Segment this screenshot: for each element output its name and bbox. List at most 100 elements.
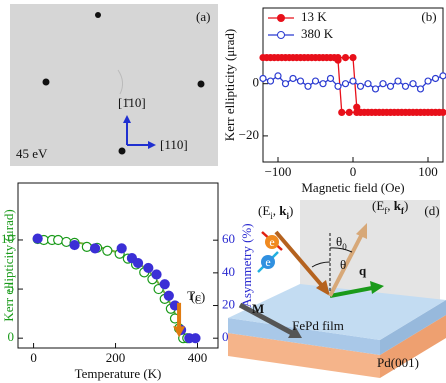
x-tick-label: 400 — [188, 350, 208, 365]
data-point — [371, 85, 380, 93]
data-point — [319, 80, 327, 88]
substrate-side — [380, 315, 446, 378]
data-point — [364, 80, 372, 88]
diagram-label: θ0 — [336, 234, 347, 252]
data-point — [270, 53, 278, 62]
leed-spot — [95, 12, 101, 18]
q-arrow — [329, 286, 373, 298]
y-tick-label: 0 — [8, 329, 15, 344]
y-tick-label: 10 — [1, 231, 14, 246]
data-point — [390, 108, 398, 117]
data-point — [435, 108, 443, 117]
label-part: 0 — [342, 242, 347, 252]
x-tick-label: −100 — [265, 164, 292, 179]
label-part: ) — [404, 198, 408, 213]
panel-label: (a) — [196, 9, 210, 24]
data-point — [383, 108, 391, 117]
data-point — [356, 82, 365, 90]
leed-spot — [197, 80, 205, 88]
label-part: i — [287, 211, 290, 221]
data-point — [401, 82, 410, 90]
y2-tick-label: 20 — [222, 297, 235, 312]
label-part: , — [273, 203, 280, 218]
final-beam — [328, 233, 364, 297]
annotation-label: TC — [187, 288, 201, 306]
y2-tick-label: 60 — [222, 231, 235, 246]
film-label: FePd film — [292, 318, 344, 333]
data-point — [190, 333, 201, 344]
data-point — [304, 82, 312, 90]
label-part: k — [279, 203, 287, 218]
data-point — [266, 77, 275, 85]
label-part: θ — [336, 234, 342, 249]
m-label: M — [252, 301, 264, 316]
data-point — [278, 53, 286, 62]
data-point — [89, 243, 101, 254]
y2-tick-label: 0 — [222, 329, 229, 344]
data-point — [289, 74, 297, 83]
data-point — [424, 77, 432, 85]
arrow-head — [148, 141, 156, 149]
data-point — [159, 279, 170, 290]
data-point — [296, 77, 305, 85]
theta-label: θ — [340, 257, 346, 272]
diagram-label: (Ef, kf) — [372, 198, 408, 216]
data-point — [69, 239, 80, 251]
data-point — [353, 108, 361, 117]
data-point — [368, 108, 376, 117]
panel-label: (b) — [421, 9, 436, 24]
electron — [265, 235, 279, 249]
legend-marker — [277, 31, 285, 39]
data-point — [263, 53, 271, 62]
data-point — [405, 108, 413, 117]
data-point — [386, 82, 395, 90]
data-point — [32, 233, 43, 244]
data-point — [132, 257, 144, 269]
electron — [261, 255, 275, 269]
x-tick-label: 0 — [30, 350, 37, 365]
direction-label: [110] — [160, 137, 188, 152]
x-tick-label: 200 — [106, 350, 126, 365]
data-point — [308, 53, 316, 62]
label-part: (E — [372, 198, 384, 213]
arrow-head — [316, 280, 330, 296]
label-part: i — [270, 211, 273, 221]
magnetization-arrow — [238, 302, 294, 336]
label-part: f — [401, 206, 405, 216]
data-point — [163, 290, 174, 301]
legend-label: 13 K — [301, 9, 327, 24]
data-point — [81, 241, 92, 252]
data-point — [259, 74, 267, 83]
data-point — [293, 53, 301, 62]
annotation-sub: C — [195, 296, 201, 306]
y2-tick-label: 40 — [222, 264, 235, 279]
data-point — [341, 80, 350, 88]
annotation-text: T — [187, 288, 195, 303]
data-point — [349, 77, 357, 85]
data-point — [428, 108, 436, 117]
diagram-label: (Ei, ki) — [258, 203, 293, 221]
data-point — [334, 82, 342, 90]
data-point — [102, 245, 113, 256]
angle-arc — [311, 261, 331, 268]
data-point — [143, 262, 154, 274]
data-point — [315, 53, 323, 62]
arrow-head — [173, 326, 186, 338]
y-axis-label: Kerr ellipticity (μrad) — [222, 29, 237, 141]
y-axis-label: Kerr ellipticity (μrad) — [1, 209, 16, 321]
incident-beam — [274, 230, 326, 290]
arrow-head — [288, 326, 302, 338]
data-point — [341, 53, 350, 62]
data-point — [379, 80, 387, 88]
y-tick-label: −20 — [239, 127, 259, 142]
plot-frame — [17, 182, 219, 349]
data-point — [349, 53, 357, 62]
data-point — [116, 243, 127, 254]
arrow-head — [356, 223, 367, 239]
leed-spot — [42, 78, 50, 86]
data-point — [360, 108, 368, 117]
label-part: ) — [289, 203, 293, 218]
data-point — [398, 108, 406, 117]
data-point — [394, 77, 402, 85]
